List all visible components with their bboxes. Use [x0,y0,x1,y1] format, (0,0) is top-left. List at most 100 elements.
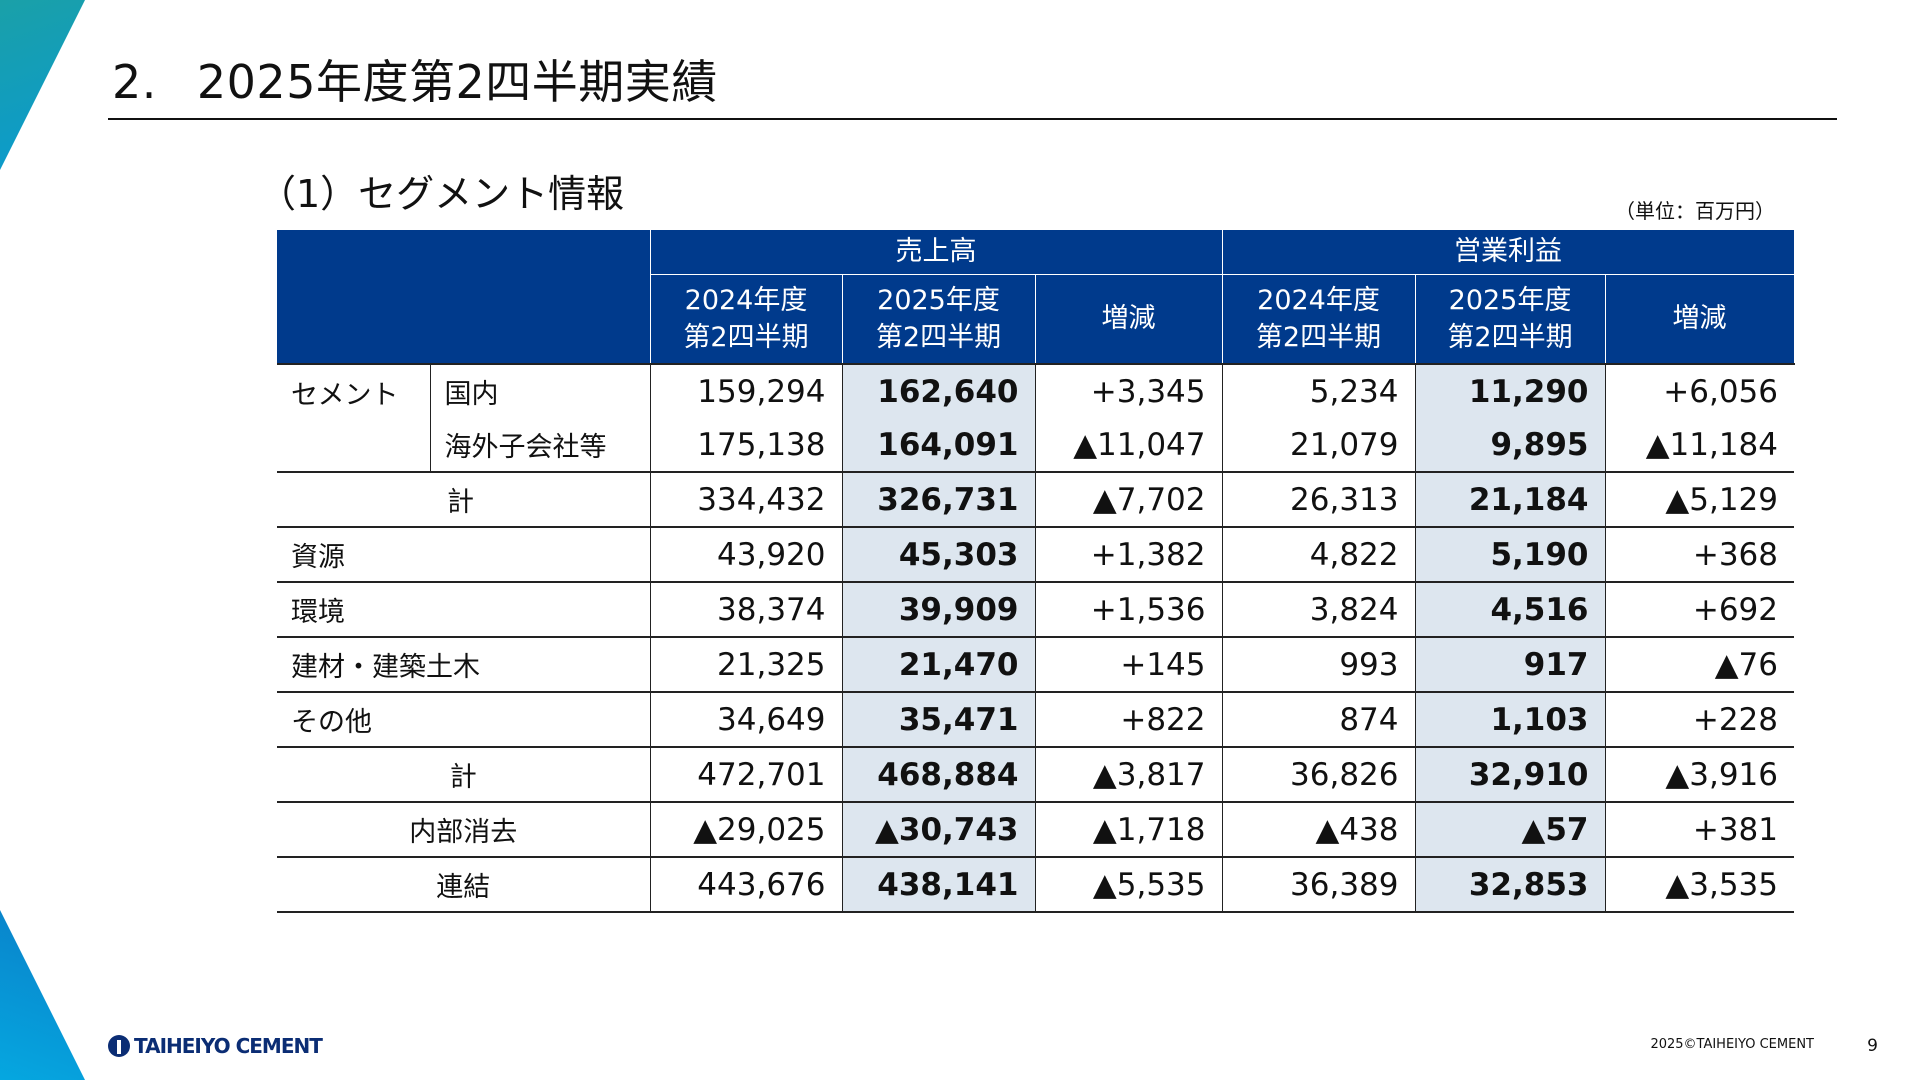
decorative-corner-top [0,0,85,170]
value-cell: 326,731 [841,471,1036,528]
table-row: 連結 443,676 438,141 ▲5,535 36,389 32,853 ▲3,535 [277,856,1794,913]
logo-text: TAIHEIYO CEMENT [134,1034,323,1058]
value-cell: 34,649 [649,691,843,748]
company-logo: TAIHEIYO CEMENT [108,1034,323,1058]
value-cell: 5,234 [1221,363,1416,418]
value-cell: 4,822 [1221,526,1416,583]
subheader-5: 増減 [1604,274,1795,365]
value-cell: 45,303 [841,526,1036,583]
value-cell: 21,184 [1414,471,1606,528]
value-cell: 175,138 [649,418,843,473]
row-label: 計 [277,746,651,803]
subheader-line2: 第2四半期 [1255,322,1382,353]
table-row: 計 334,432 326,731 ▲7,702 26,313 21,184 ▲5,129 [277,471,1794,528]
value-cell: 21,470 [841,636,1036,693]
table-row: 資源 43,920 45,303 +1,382 4,822 5,190 +368 [277,526,1794,583]
value-cell: 32,910 [1414,746,1606,803]
value-cell: ▲3,535 [1604,856,1794,913]
title-number: 2. [112,55,157,109]
value-cell: ▲5,129 [1604,471,1794,528]
subheader-line1: 2025年度 [1448,285,1572,316]
title-text: 2025年度第2四半期実績 [196,55,718,109]
table-row: 海外子会社等 175,138 164,091 ▲11,047 21,079 9,895 ▲1… [277,418,1794,473]
value-cell: +6,056 [1604,363,1794,418]
subheader-line1: 2024年度 [1257,285,1380,316]
value-cell: ▲11,184 [1604,418,1794,473]
value-cell: 438,141 [841,856,1036,913]
value-cell: 334,432 [649,471,843,528]
value-cell: 21,079 [1221,418,1416,473]
value-cell: ▲3,817 [1034,746,1223,803]
value-cell: 159,294 [649,363,843,418]
value-cell: 4,516 [1414,581,1606,638]
row-label: 国内 [429,363,651,418]
subheader-line2: 第2四半期 [1447,322,1573,353]
row-label: 内部消去 [277,801,651,858]
value-cell: +1,536 [1034,581,1223,638]
value-cell: 1,103 [1414,691,1606,748]
subheader-line1: 2025年度 [877,285,1000,316]
value-cell: ▲29,025 [649,801,843,858]
value-cell: +145 [1034,636,1223,693]
subheader-line1: 増減 [1101,303,1156,334]
value-cell: +3,345 [1034,363,1223,418]
value-cell: 36,389 [1221,856,1416,913]
row-label: 海外子会社等 [429,418,651,473]
value-cell: 32,853 [1414,856,1606,913]
value-cell: ▲76 [1604,636,1794,693]
value-cell: 468,884 [841,746,1036,803]
page-title: 2. 2025年度第2四半期実績 [112,46,718,112]
subheader-line1: 増減 [1672,303,1727,334]
value-cell: 917 [1414,636,1606,693]
decorative-corner-bottom [0,910,85,1080]
value-cell: +228 [1604,691,1794,748]
value-cell: 26,313 [1221,471,1416,528]
subheader-line2: 第2四半期 [683,322,809,353]
row-label: その他 [277,691,651,748]
unit-label: （単位：百万円） [1615,199,1775,223]
subheader-line1: 2024年度 [684,285,808,316]
table-row: 計 472,701 468,884 ▲3,817 36,826 32,910 ▲3,916 [277,746,1794,803]
segment-table: 売上高 営業利益 2024年度 第2四半期 2025年度 第2四半期 増減 2024年度第… [277,229,1795,913]
value-cell: 162,640 [841,363,1036,418]
value-cell: ▲30,743 [841,801,1036,858]
value-cell: 164,091 [841,418,1036,473]
row-label: 建材・建築土木 [277,636,651,693]
value-cell: +368 [1604,526,1794,583]
table-row: セメント 国内 159,294 162,640 +3,345 5,234 11,290 +6,… [277,363,1794,473]
subheader-line2: 第2四半期 [875,322,1002,353]
value-cell: ▲1,718 [1034,801,1223,858]
subheader-1: 2025年度 第2四半期 [841,274,1036,365]
value-cell: ▲7,702 [1034,471,1223,528]
value-cell: ▲5,535 [1034,856,1223,913]
value-cell: 36,826 [1221,746,1416,803]
title-divider [108,118,1837,120]
value-cell: 443,676 [649,856,843,913]
row-label-cement: セメント [277,363,430,473]
page-number: 9 [1867,1036,1878,1056]
table-row: その他 34,649 35,471 +822 874 1,103 +228 [277,691,1794,748]
row-label: 資源 [277,526,651,583]
value-cell: +692 [1604,581,1794,638]
value-cell: 11,290 [1414,363,1606,418]
section-subtitle: （1）セグメント情報 [258,172,625,216]
value-cell: ▲57 [1414,801,1606,858]
value-cell: ▲3,916 [1604,746,1794,803]
logo-icon [108,1035,130,1057]
value-cell: 874 [1221,691,1416,748]
header-operating-profit: 営業利益 [1221,229,1795,275]
value-cell: 43,920 [649,526,843,583]
table-row: 建材・建築土木 21,325 21,470 +145 993 917 ▲76 [277,636,1794,693]
table-row: 内部消去 ▲29,025 ▲30,743 ▲1,718 ▲438 ▲57 +381 [277,801,1794,858]
value-cell: 993 [1221,636,1416,693]
value-cell: 35,471 [841,691,1036,748]
header-blank [277,229,651,365]
header-sales: 売上高 [649,229,1223,275]
row-label: 計 [277,471,651,528]
value-cell: +381 [1604,801,1794,858]
value-cell: ▲438 [1221,801,1416,858]
subheader-2: 増減 [1034,274,1223,365]
subheader-0: 2024年度 第2四半期 [649,274,843,365]
copyright: 2025©TAIHEIYO CEMENT [1650,1037,1814,1052]
value-cell: 39,909 [841,581,1036,638]
